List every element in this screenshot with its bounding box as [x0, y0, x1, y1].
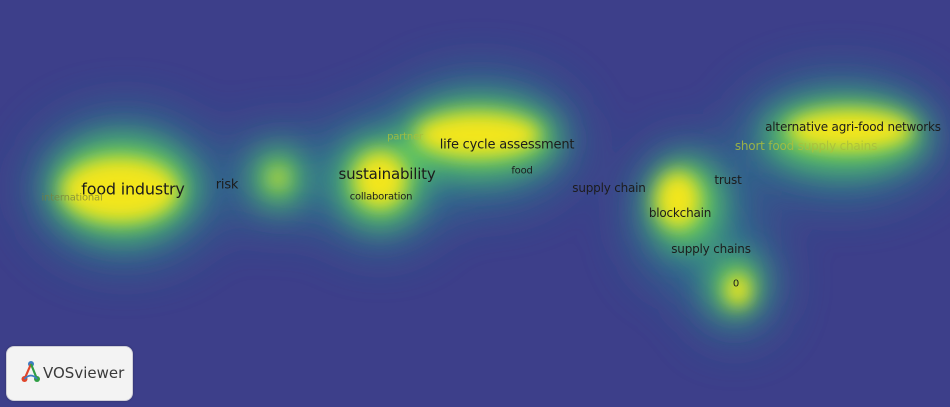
term-risk[interactable]: risk: [215, 177, 239, 193]
vosviewer-logo-text: VOSviewer: [43, 364, 125, 382]
term-short-food-supply-chains[interactable]: short food supply chains: [734, 139, 878, 153]
term-partial[interactable]: partner: [387, 131, 423, 143]
term-collaboration[interactable]: collaboration: [349, 191, 413, 203]
term-sustainability[interactable]: sustainability: [338, 165, 436, 183]
term-supply-chains[interactable]: supply chains: [671, 242, 751, 256]
vosviewer-logo-icon: [21, 361, 40, 382]
term-food-industry[interactable]: food industry: [81, 179, 185, 199]
term-alternative-agri-food-networks[interactable]: alternative agri-food networks: [765, 120, 941, 134]
term-life-cycle-assessment[interactable]: life cycle assessment: [439, 137, 575, 153]
term-blockchain[interactable]: blockchain: [648, 206, 712, 220]
term-international[interactable]: international: [41, 192, 103, 204]
term-food[interactable]: food: [511, 165, 533, 177]
vosviewer-logo-badge: VOSviewer: [6, 346, 133, 401]
term-supply-chain[interactable]: supply chain: [572, 181, 646, 195]
term-zero[interactable]: 0: [732, 278, 740, 290]
term-trust[interactable]: trust: [714, 173, 742, 187]
